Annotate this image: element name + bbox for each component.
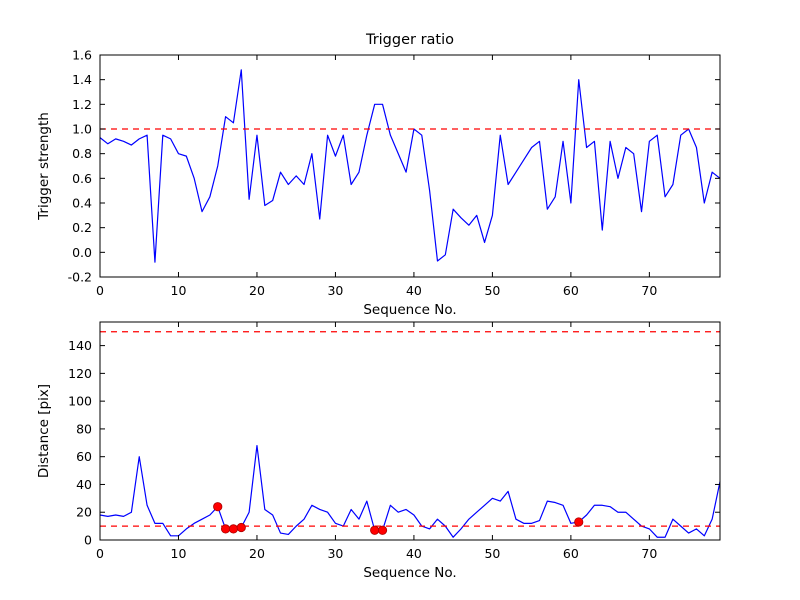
- axes-box: [99, 321, 721, 541]
- x-tick-label: 50: [484, 283, 500, 298]
- trigger-ratio-plot: 0 10 20 30 40 50 60 70 -0.2 0.0 0.2 0.4 0.6 0.8 1.0 1.2…: [36, 32, 721, 318]
- trigger-marker: [377, 525, 388, 535]
- y-tick-label: 1.0: [72, 122, 92, 137]
- x-tick-label: 40: [406, 546, 422, 561]
- trigger-marker: [220, 524, 231, 534]
- y-tick-label: 1.4: [72, 72, 92, 87]
- y-tick-label: 20: [76, 505, 92, 520]
- y-tick-label: 0.0: [72, 245, 92, 260]
- series-line: [99, 69, 721, 263]
- x-axis-label: Sequence No.: [363, 565, 456, 581]
- y-tick-label: 0.4: [72, 196, 92, 211]
- y-tick-label: 60: [76, 449, 92, 464]
- x-axis-label: Sequence No.: [363, 302, 456, 318]
- trigger-marker: [228, 524, 239, 534]
- x-tick-label: 70: [641, 283, 657, 298]
- axes-box: [99, 54, 721, 278]
- x-tick-label: 10: [171, 283, 187, 298]
- y-tick-label: 0.8: [72, 146, 92, 161]
- x-tick-label: 40: [406, 283, 422, 298]
- x-tick-label: 60: [563, 546, 579, 561]
- y-tick-label: 1.6: [72, 48, 92, 63]
- y-tick-label: 40: [76, 477, 92, 492]
- distance-plot: 0 10 20 30 40 50 60 70 0 20 40 60 80 100 120 140 Sequenc…: [36, 321, 721, 581]
- x-tick-label: 60: [563, 283, 579, 298]
- chart-title: Trigger ratio: [365, 32, 454, 48]
- y-axis-label: Trigger strength: [36, 112, 52, 221]
- x-tick-label: 0: [96, 283, 104, 298]
- y-tick-label: 0.2: [72, 220, 92, 235]
- x-tick-label: 0: [96, 546, 104, 561]
- x-tick-label: 70: [641, 546, 657, 561]
- x-tick-label: 10: [171, 546, 187, 561]
- y-tick-label: 0.6: [72, 171, 92, 186]
- y-tick-label: 80: [76, 421, 92, 436]
- y-tick-label: 120: [68, 366, 92, 381]
- series-line: [99, 444, 721, 538]
- y-tick-label: 0: [84, 533, 92, 548]
- x-tick-label: 50: [484, 546, 500, 561]
- y-tick-label: 100: [68, 394, 92, 409]
- x-tick-label: 30: [327, 546, 343, 561]
- trigger-marker: [370, 525, 380, 535]
- x-tick-label: 20: [249, 546, 265, 561]
- x-tick-label: 20: [249, 283, 265, 298]
- y-tick-label: 1.2: [72, 97, 92, 112]
- trigger-marker: [213, 502, 223, 512]
- trigger-marker: [574, 517, 584, 527]
- trigger-marker: [236, 522, 246, 533]
- y-tick-label: 140: [68, 338, 92, 353]
- y-tick-label: -0.2: [68, 270, 92, 285]
- y-axis-label: Distance [pix]: [36, 384, 52, 478]
- x-tick-label: 30: [327, 283, 343, 298]
